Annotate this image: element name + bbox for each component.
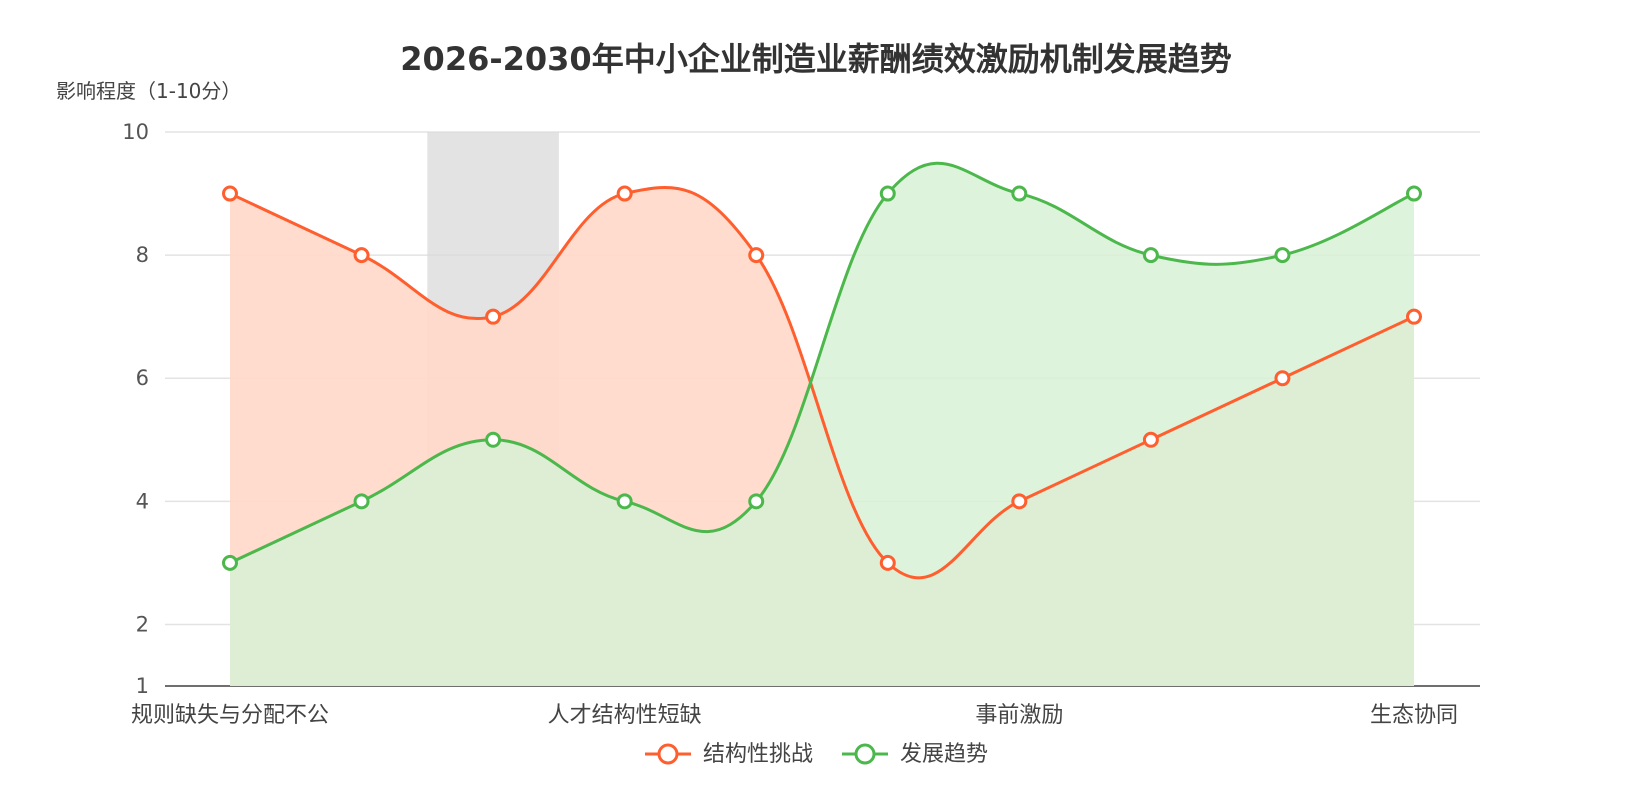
- legend[interactable]: 结构性挑战 发展趋势: [645, 742, 988, 767]
- legend-marker-1: [854, 743, 876, 765]
- data-point-s0-5[interactable]: [879, 554, 896, 571]
- x-tick-label-0: 规则缺失与分配不公: [131, 703, 329, 728]
- y-tick-label-2: 2: [136, 612, 149, 636]
- plot-layer: 1 2 4 6 8 10 规则缺失与分配不公 人才结构性短缺 事前激励 生态协同: [122, 120, 1480, 728]
- data-point-s0-6[interactable]: [1011, 493, 1028, 510]
- data-point-s1-5[interactable]: [879, 185, 896, 202]
- x-tick-label-9: 生态协同: [1370, 703, 1458, 728]
- legend-marker-0: [657, 743, 679, 765]
- data-point-s0-2[interactable]: [485, 308, 502, 325]
- data-point-s0-1[interactable]: [353, 247, 370, 264]
- data-point-s0-4[interactable]: [748, 247, 765, 264]
- legend-label-1: 发展趋势: [900, 742, 988, 767]
- data-point-s1-3[interactable]: [616, 493, 633, 510]
- legend-label-0: 结构性挑战: [703, 742, 813, 767]
- y-tick-label-8: 8: [136, 243, 149, 267]
- legend-item-0[interactable]: 结构性挑战: [645, 742, 813, 767]
- data-point-s1-7[interactable]: [1142, 247, 1159, 264]
- data-point-s0-0[interactable]: [222, 185, 238, 202]
- data-point-s1-1[interactable]: [353, 493, 370, 510]
- data-point-s1-6[interactable]: [1011, 185, 1028, 202]
- data-point-s0-8[interactable]: [1274, 370, 1291, 387]
- data-point-s1-2[interactable]: [485, 431, 502, 448]
- y-tick-label-4: 4: [136, 489, 149, 513]
- data-point-s0-9[interactable]: [1406, 308, 1422, 325]
- y-tick-label-6: 6: [136, 366, 149, 390]
- y-tick-label-10: 10: [122, 120, 149, 144]
- data-point-s1-4[interactable]: [748, 493, 765, 510]
- series-line-1: [228, 161, 1416, 565]
- data-point-s1-8[interactable]: [1274, 247, 1291, 264]
- data-point-s1-0[interactable]: [222, 554, 238, 571]
- data-point-s1-9[interactable]: [1406, 185, 1422, 202]
- x-tick-label-3: 人才结构性短缺: [548, 703, 702, 728]
- y-tick-label-1: 1: [136, 674, 149, 698]
- data-point-s0-3[interactable]: [616, 185, 633, 202]
- legend-item-1[interactable]: 发展趋势: [842, 742, 988, 767]
- chart-title: 2026-2030年中小企业制造业薪酬绩效激励机制发展趋势: [400, 40, 1231, 78]
- y-axis-label: 影响程度（1-10分）: [56, 79, 241, 103]
- series-line-0: [228, 185, 1416, 580]
- data-point-s0-7[interactable]: [1142, 431, 1159, 448]
- x-tick-label-6: 事前激励: [975, 703, 1063, 728]
- series-area-1: [230, 163, 1414, 686]
